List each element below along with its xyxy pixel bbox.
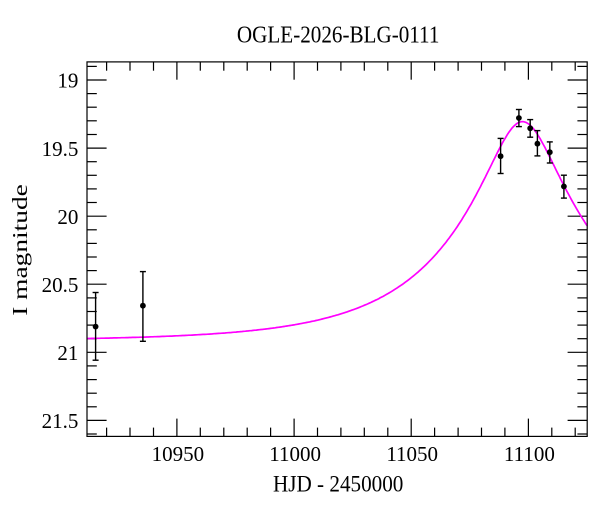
svg-text:19: 19	[57, 69, 78, 93]
svg-text:19.5: 19.5	[42, 137, 79, 161]
svg-text:OGLE-2026-BLG-0111: OGLE-2026-BLG-0111	[237, 21, 439, 48]
svg-text:I magnitude: I magnitude	[9, 184, 32, 316]
svg-text:11050: 11050	[386, 442, 438, 466]
svg-text:HJD - 2450000: HJD - 2450000	[273, 470, 403, 496]
svg-text:21.5: 21.5	[42, 409, 79, 433]
svg-text:11000: 11000	[269, 442, 321, 466]
svg-text:20: 20	[57, 205, 78, 229]
svg-text:21: 21	[57, 341, 78, 365]
svg-text:11100: 11100	[504, 442, 555, 466]
svg-text:10950: 10950	[152, 442, 205, 466]
svg-text:20.5: 20.5	[42, 273, 79, 297]
